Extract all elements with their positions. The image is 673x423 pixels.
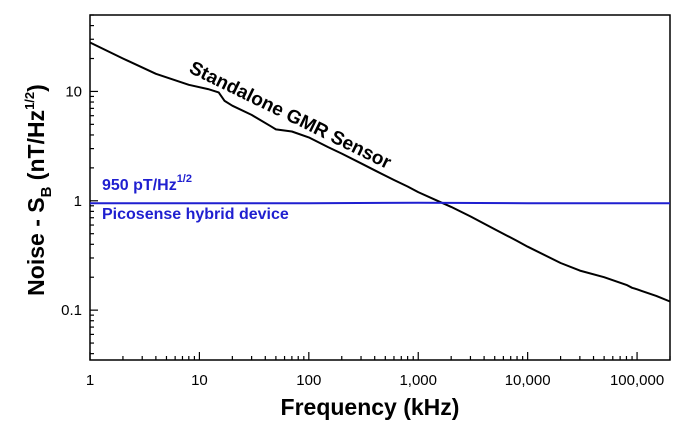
y-tick-label: 10 [65, 83, 82, 100]
hybrid-noise-line [90, 201, 670, 205]
y-axis-title-unit: (nT/Hz [23, 110, 49, 187]
y-tick-labels: 0.1 1 10 [61, 83, 82, 319]
y-axis-title-sub: B [38, 186, 55, 197]
plot-frame [89, 14, 671, 361]
y-axis-title-sup: 1/2 [22, 92, 37, 110]
axis-ticks [89, 14, 671, 360]
noise-level-annotation: 950 pT/Hz1/2 [102, 173, 192, 194]
y-tick-label: 0.1 [61, 302, 82, 319]
series-lines [89, 41, 671, 303]
x-tick-label: 10,000 [505, 372, 551, 389]
noise-level-sup: 1/2 [177, 173, 192, 185]
x-tick-label: 1,000 [399, 372, 437, 389]
gmr-series-label: Standalone GMR Sensor [186, 58, 395, 174]
hybrid-series-label: Picosense hybrid device [102, 206, 289, 223]
x-tick-labels: 1 10 100 1,000 10,000 100,000 [86, 372, 664, 389]
y-axis-title-close: ) [23, 84, 49, 92]
gmr-noise-line [89, 41, 671, 303]
y-tick-label: 1 [74, 193, 82, 210]
x-tick-label: 100,000 [610, 372, 664, 389]
x-tick-label: 10 [191, 372, 208, 389]
y-axis-title-main: Noise - S [23, 197, 49, 295]
x-tick-label: 100 [296, 372, 321, 389]
y-axis-title: Noise - SB (nT/Hz1/2) [22, 84, 55, 296]
noise-level-value: 950 pT/Hz [102, 177, 177, 194]
x-axis-title: Frequency (kHz) [281, 394, 460, 420]
x-tick-label: 1 [86, 372, 94, 389]
